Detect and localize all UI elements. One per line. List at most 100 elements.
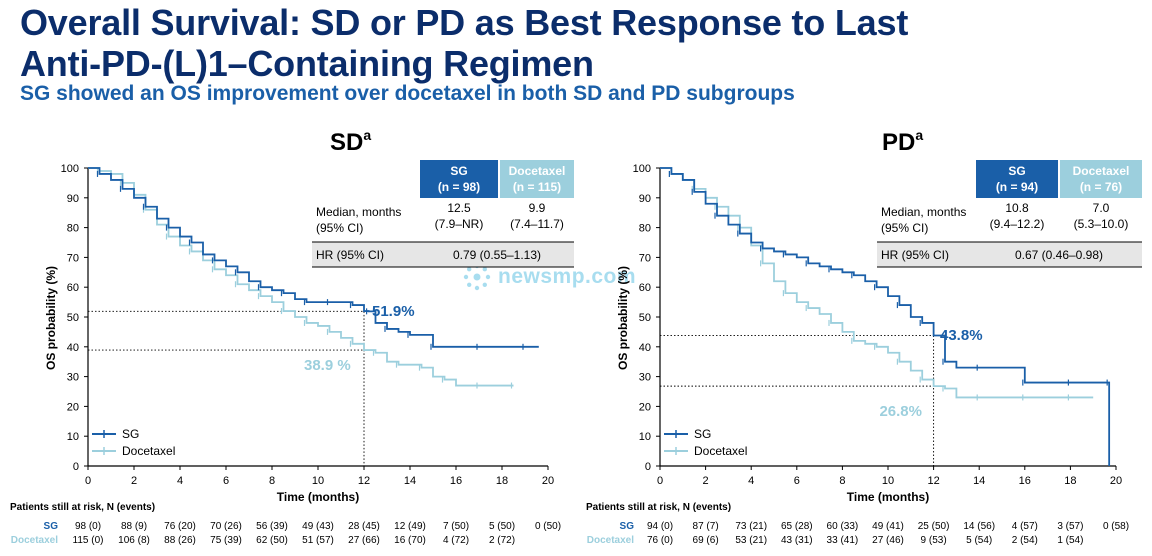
risk-cell-sg: 5 (50) bbox=[489, 521, 515, 532]
risk-cell-sg: 3 (57) bbox=[1057, 521, 1083, 532]
x-tick-label: 2 bbox=[131, 475, 137, 487]
x-tick-label: 10 bbox=[312, 475, 324, 487]
risk-cell-sg: 49 (43) bbox=[302, 521, 334, 532]
risk-cell-docetaxel: 75 (39) bbox=[210, 535, 242, 546]
docetaxel-header-n: (n = 76) bbox=[1080, 180, 1122, 194]
y-tick-label: 30 bbox=[639, 372, 651, 384]
risk-cell-docetaxel: 88 (26) bbox=[164, 535, 196, 546]
sd-survival-chart: SDa 0 10 20 30 40 50 60 70 80 90 100 0 2 4 6 8 10 12 14 16 18… bbox=[10, 127, 574, 546]
risk-cell-docetaxel: 69 (6) bbox=[693, 535, 719, 546]
chart-title: PDa bbox=[882, 127, 923, 156]
risk-cell-sg: 76 (20) bbox=[164, 521, 196, 532]
risk-cell-sg: 7 (50) bbox=[443, 521, 469, 532]
x-tick-label: 18 bbox=[1064, 475, 1076, 487]
x-tick-label: 16 bbox=[1019, 475, 1031, 487]
x-tick-label: 0 bbox=[85, 475, 91, 487]
y-tick-label: 20 bbox=[639, 401, 651, 413]
risk-cell-sg: 70 (26) bbox=[210, 521, 242, 532]
risk-cell-docetaxel: 33 (41) bbox=[827, 535, 859, 546]
sg-survival-curve bbox=[660, 167, 1111, 466]
risk-cell-sg: 4 (57) bbox=[1012, 521, 1038, 532]
y-tick-label: 60 bbox=[67, 282, 79, 294]
y-tick-label: 20 bbox=[67, 401, 79, 413]
docetaxel-median-value: (5.3–10.0) bbox=[1074, 217, 1129, 231]
legend-sg-label: SG bbox=[122, 427, 139, 441]
y-tick-label: 40 bbox=[639, 342, 651, 354]
x-axis-label: Time (months) bbox=[847, 490, 929, 504]
sg-12-month-label: 51.9% bbox=[372, 303, 415, 320]
risk-cell-docetaxel: 53 (21) bbox=[735, 535, 767, 546]
risk-cell-sg: 14 (56) bbox=[963, 521, 995, 532]
sg-header-cell bbox=[976, 160, 1058, 198]
docetaxel-header-n: (n = 115) bbox=[513, 180, 561, 194]
x-tick-label: 4 bbox=[748, 475, 754, 487]
hr-value: 0.67 (0.46–0.98) bbox=[1015, 248, 1103, 262]
watermark-text: newsmp.com bbox=[498, 265, 637, 288]
y-tick-label: 60 bbox=[639, 282, 651, 294]
sg-header-n: (n = 98) bbox=[438, 180, 480, 194]
risk-cell-docetaxel: 4 (72) bbox=[443, 535, 469, 546]
y-tick-label: 90 bbox=[67, 193, 79, 205]
y-axis-label: OS probability (%) bbox=[44, 266, 58, 370]
risk-cell-sg: 28 (45) bbox=[348, 521, 380, 532]
docetaxel-median-value: 7.0 bbox=[1093, 201, 1110, 215]
risk-cell-docetaxel: 62 (50) bbox=[256, 535, 288, 546]
y-tick-label: 90 bbox=[639, 193, 651, 205]
risk-cell-sg: 0 (58) bbox=[1103, 521, 1129, 532]
x-tick-label: 18 bbox=[496, 475, 508, 487]
docetaxel-header-label: Docetaxel bbox=[509, 164, 566, 178]
risk-row-label-docetaxel: Docetaxel bbox=[11, 535, 58, 546]
risk-table-title: Patients still at risk, N (events) bbox=[10, 502, 155, 513]
x-tick-label: 14 bbox=[973, 475, 985, 487]
median-row-label: Median, months bbox=[316, 205, 401, 219]
sg-header-label: SG bbox=[1008, 164, 1025, 178]
x-tick-label: 8 bbox=[839, 475, 845, 487]
x-tick-label: 12 bbox=[358, 475, 370, 487]
y-tick-label: 0 bbox=[645, 461, 651, 473]
risk-cell-sg: 0 (50) bbox=[535, 521, 561, 532]
risk-cell-docetaxel: 2 (54) bbox=[1012, 535, 1038, 546]
x-tick-label: 6 bbox=[794, 475, 800, 487]
y-tick-label: 30 bbox=[67, 372, 79, 384]
y-tick-label: 0 bbox=[73, 461, 79, 473]
watermark: newsmp.com bbox=[462, 262, 636, 292]
y-tick-label: 10 bbox=[639, 431, 651, 443]
x-tick-label: 10 bbox=[882, 475, 894, 487]
page-title: Overall Survival: SD or PD as Best Respo… bbox=[20, 2, 909, 84]
y-tick-label: 40 bbox=[67, 342, 79, 354]
y-tick-label: 50 bbox=[67, 312, 79, 324]
y-tick-label: 100 bbox=[633, 163, 651, 175]
risk-cell-sg: 88 (9) bbox=[121, 521, 147, 532]
hr-row-label: HR (95% CI) bbox=[881, 248, 949, 262]
risk-cell-docetaxel: 43 (31) bbox=[781, 535, 813, 546]
median-row-label: (95% CI) bbox=[881, 221, 928, 235]
risk-cell-docetaxel: 5 (54) bbox=[966, 535, 992, 546]
page-subtitle: SG showed an OS improvement over docetax… bbox=[20, 82, 795, 105]
sg-survival-curve bbox=[88, 167, 539, 348]
risk-cell-docetaxel: 2 (72) bbox=[489, 535, 515, 546]
sg-12-month-label: 43.8% bbox=[940, 327, 983, 344]
risk-cell-sg: 65 (28) bbox=[781, 521, 813, 532]
risk-cell-sg: 98 (0) bbox=[75, 521, 101, 532]
hr-row-background bbox=[877, 242, 1142, 267]
y-tick-label: 10 bbox=[67, 431, 79, 443]
hr-row-label: HR (95% CI) bbox=[316, 248, 384, 262]
x-tick-label: 8 bbox=[269, 475, 275, 487]
hr-value: 0.79 (0.55–1.13) bbox=[453, 248, 541, 262]
x-tick-label: 2 bbox=[703, 475, 709, 487]
docetaxel-median-value: 9.9 bbox=[529, 201, 546, 215]
risk-cell-sg: 87 (7) bbox=[693, 521, 719, 532]
risk-cell-docetaxel: 51 (57) bbox=[302, 535, 334, 546]
x-tick-label: 20 bbox=[1110, 475, 1122, 487]
risk-row-label-sg: SG bbox=[44, 521, 59, 532]
x-tick-label: 0 bbox=[657, 475, 663, 487]
risk-cell-docetaxel: 27 (46) bbox=[872, 535, 904, 546]
y-tick-label: 80 bbox=[639, 223, 651, 235]
docetaxel-header-cell bbox=[1060, 160, 1142, 198]
risk-cell-docetaxel: 76 (0) bbox=[647, 535, 673, 546]
watermark-logo-icon bbox=[463, 263, 491, 291]
risk-cell-sg: 12 (49) bbox=[394, 521, 426, 532]
y-tick-label: 100 bbox=[61, 163, 79, 175]
x-tick-label: 20 bbox=[542, 475, 554, 487]
risk-cell-docetaxel: 106 (8) bbox=[118, 535, 150, 546]
